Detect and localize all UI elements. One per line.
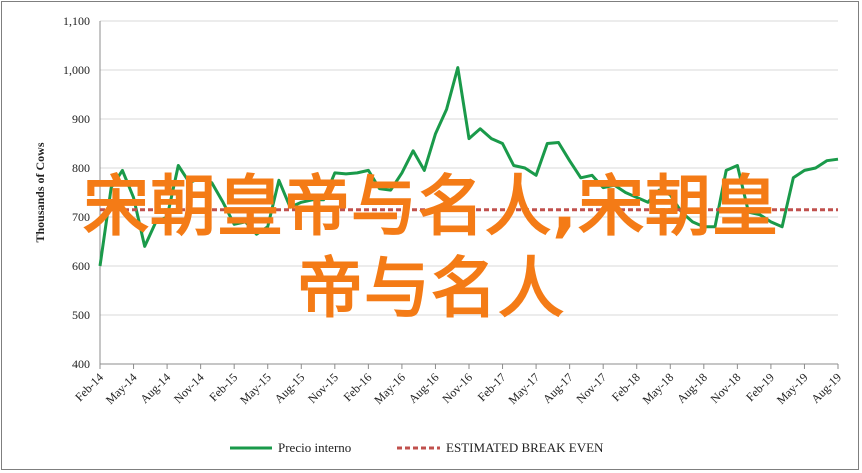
x-tick-label: Feb-17 [475,370,509,404]
legend-label-precio: Precio interno [278,440,351,455]
x-tick-label: Feb-16 [341,370,375,404]
x-tick-label: Aug-16 [406,370,442,406]
x-tick-label: Aug-18 [674,370,710,406]
y-tick-label: 900 [72,112,90,126]
x-tick-label: Nov-15 [305,370,341,406]
y-tick-label: 800 [72,161,90,175]
series-line-precio-interno [98,66,839,267]
x-tick-label: Nov-17 [573,370,609,406]
x-tick-label: May-18 [640,370,677,407]
y-tick-label: 1,100 [63,14,90,28]
y-tick-label: 400 [72,357,90,371]
x-tick-label: Nov-16 [439,370,475,406]
x-tick-label: Feb-14 [72,370,106,404]
overlay-watermark-line1: 宋朝皇帝与名人,宋朝皇 [82,168,780,245]
x-tick-label: May-16 [371,370,408,407]
series-lines [98,66,839,267]
x-tick-label: Feb-18 [609,370,643,404]
overlay-watermark-line2: 帝与名人 [297,250,565,327]
x-tick-label: Aug-14 [137,370,173,406]
legend: Precio interno ESTIMATED BREAK EVEN [230,440,604,455]
y-axis-label: Thousands of Cows [33,142,47,242]
x-tick-label: Aug-17 [540,370,576,406]
x-tick-label: Aug-19 [808,370,844,406]
y-tick-label: 600 [72,259,90,273]
x-tick-label: May-14 [103,370,140,407]
y-tick-label: 700 [72,210,90,224]
x-tick-label: May-17 [505,370,542,407]
y-tick-label: 500 [72,308,90,322]
x-tick-label: Nov-18 [708,370,744,406]
x-tick-label: Nov-14 [171,370,207,406]
x-tick-label: May-15 [237,370,274,407]
x-tick-label: Feb-19 [743,370,777,404]
x-tick-label: Feb-15 [206,370,240,404]
y-tick-labels: 400 500 600 700 800 900 1,000 1,100 [63,14,90,371]
x-tick-label: Aug-15 [272,370,308,406]
legend-label-break-even: ESTIMATED BREAK EVEN [446,440,604,455]
y-tick-label: 1,000 [63,63,90,77]
x-tick-label: May-19 [774,370,811,407]
